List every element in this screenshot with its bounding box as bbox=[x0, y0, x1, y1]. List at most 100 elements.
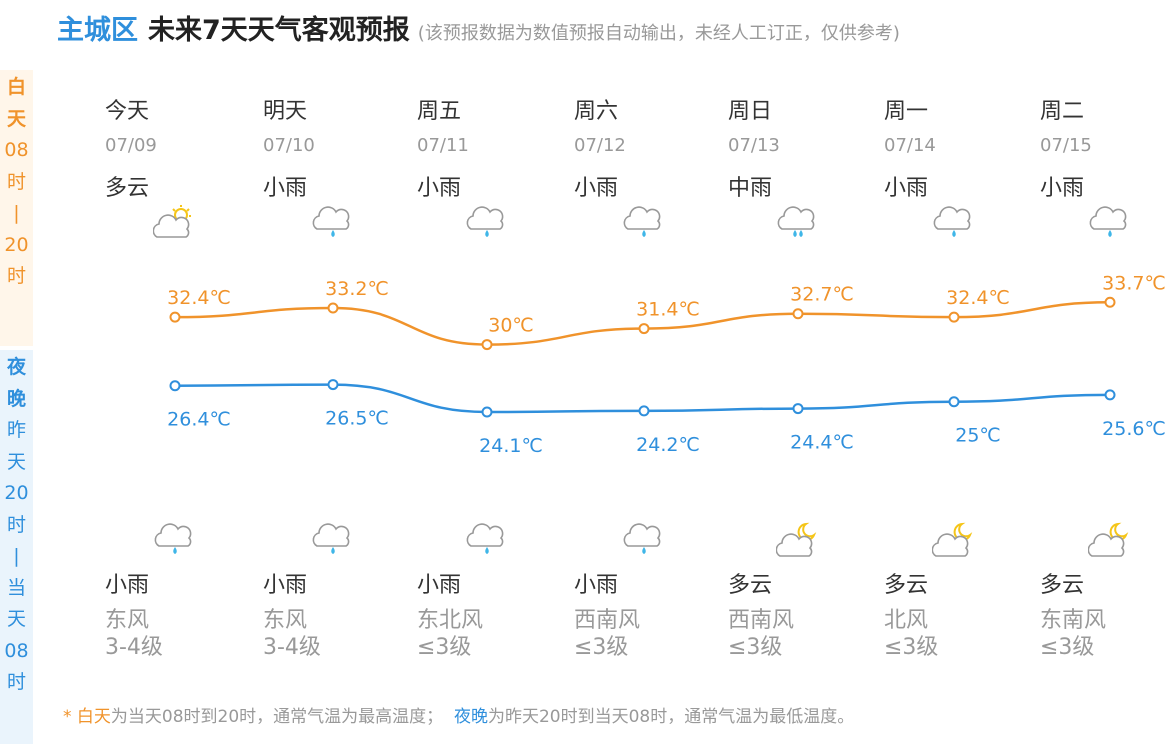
low-temp-label: 25.6℃ bbox=[1102, 418, 1166, 440]
low-temp-point bbox=[327, 379, 339, 391]
day-date: 07/09 bbox=[105, 135, 157, 156]
low-temp-point bbox=[948, 396, 960, 408]
high-temp-point bbox=[792, 308, 804, 320]
day-weekday: 周一 bbox=[884, 99, 929, 124]
high-temp-point bbox=[948, 311, 960, 323]
low-temp-label: 26.5℃ bbox=[325, 408, 389, 430]
light-rain-icon bbox=[263, 203, 403, 243]
light-rain-icon bbox=[417, 520, 557, 560]
day-weather: 小雨 bbox=[1040, 176, 1085, 201]
side-night-char: | bbox=[13, 545, 20, 567]
side-night-char: 20 bbox=[4, 482, 29, 504]
wind-level: ≤3级 bbox=[1040, 635, 1095, 660]
daytime-side-label: 白天 08 时 | 20 时 bbox=[0, 70, 33, 346]
day-date: 07/10 bbox=[263, 135, 315, 156]
wind-info: 东风 3-4级 bbox=[105, 607, 245, 661]
partly-cloudy-moon-icon bbox=[884, 520, 1024, 560]
light-rain-icon bbox=[574, 203, 714, 243]
footer-night-text: 为昨天20时到当天08时，通常气温为最低温度。 bbox=[487, 707, 855, 727]
partly-cloudy-sun-icon bbox=[105, 203, 245, 243]
wind-direction: 西南风 bbox=[574, 608, 641, 633]
side-night-char: 时 bbox=[6, 513, 26, 536]
wind-direction: 东南风 bbox=[1040, 608, 1107, 633]
side-day-char: 20 bbox=[4, 233, 29, 256]
page-title: 未来7天天气客观预报 bbox=[148, 15, 410, 46]
side-day-char: 时 bbox=[6, 265, 26, 287]
wind-level: ≤3级 bbox=[728, 635, 783, 660]
side-day-char: 白 bbox=[6, 76, 26, 98]
district-name: 主城区 bbox=[57, 15, 138, 46]
night-weather: 多云 bbox=[1040, 573, 1085, 598]
high-temp-point bbox=[638, 323, 650, 335]
high-temp-label: 32.4℃ bbox=[946, 287, 1010, 309]
light-rain-icon bbox=[574, 520, 714, 560]
forecast-header: 主城区 未来7天天气客观预报 (该预报数据为数值预报自动输出，未经人工订正，仅供… bbox=[57, 8, 900, 48]
moderate-rain-icon bbox=[728, 203, 868, 243]
day-date: 07/11 bbox=[417, 135, 469, 156]
side-night-char: 时 bbox=[6, 671, 26, 693]
night-weather: 小雨 bbox=[417, 573, 462, 598]
side-day-char: 时 bbox=[6, 170, 26, 193]
day-weather: 多云 bbox=[105, 176, 150, 201]
high-temp-point bbox=[481, 339, 493, 351]
wind-direction: 东风 bbox=[263, 608, 308, 633]
high-temp-point bbox=[1104, 296, 1116, 308]
high-temp-label: 32.7℃ bbox=[790, 284, 854, 306]
wind-info: 东风 3-4级 bbox=[263, 607, 403, 661]
high-temp-label: 32.4℃ bbox=[167, 287, 231, 309]
high-temp-label: 33.2℃ bbox=[325, 278, 389, 300]
day-weekday: 周二 bbox=[1040, 99, 1085, 124]
wind-info: 北风 ≤3级 bbox=[884, 607, 1024, 661]
day-date: 07/15 bbox=[1040, 135, 1092, 156]
side-day-char: | bbox=[13, 202, 20, 224]
low-temp-label: 24.2℃ bbox=[636, 434, 700, 456]
light-rain-icon bbox=[884, 203, 1024, 243]
wind-info: 东北风 ≤3级 bbox=[417, 607, 557, 661]
day-weather: 中雨 bbox=[728, 176, 773, 201]
day-weather: 小雨 bbox=[574, 176, 619, 201]
footer-day-term: 白天 bbox=[76, 707, 111, 727]
high-temp-label: 31.4℃ bbox=[636, 299, 700, 321]
side-night-char: 夜 bbox=[6, 356, 26, 378]
day-weather: 小雨 bbox=[884, 176, 929, 201]
light-rain-icon bbox=[1040, 203, 1174, 243]
low-temp-label: 25℃ bbox=[955, 425, 1001, 447]
day-weekday: 周六 bbox=[574, 99, 619, 124]
wind-info: 西南风 ≤3级 bbox=[574, 607, 714, 661]
light-rain-icon bbox=[417, 203, 557, 243]
side-night-char: 昨 bbox=[6, 419, 26, 441]
side-night-char: 天 bbox=[6, 450, 26, 473]
day-weekday: 今天 bbox=[105, 99, 150, 124]
low-temp-label: 24.1℃ bbox=[479, 435, 543, 457]
day-weekday: 周日 bbox=[728, 99, 773, 124]
footer-star: * bbox=[63, 707, 77, 727]
night-weather: 多云 bbox=[884, 573, 929, 598]
light-rain-icon bbox=[263, 520, 403, 560]
low-temp-point bbox=[169, 380, 181, 392]
low-temp-label: 24.4℃ bbox=[790, 432, 854, 454]
day-weekday: 明天 bbox=[263, 99, 308, 124]
high-temp-point bbox=[327, 302, 339, 314]
high-temp-label: 30℃ bbox=[488, 315, 534, 337]
low-temp-label: 26.4℃ bbox=[167, 409, 231, 431]
day-weekday: 周五 bbox=[417, 99, 462, 124]
footer-night-term: 夜晚 bbox=[453, 707, 488, 727]
disclaimer-note: (该预报数据为数值预报自动输出，未经人工订正，仅供参考) bbox=[417, 23, 900, 44]
side-night-char: 08 bbox=[4, 639, 29, 662]
low-temp-point bbox=[638, 405, 650, 417]
wind-level: 3-4级 bbox=[263, 635, 321, 660]
wind-info: 东南风 ≤3级 bbox=[1040, 607, 1174, 661]
high-temp-point bbox=[169, 311, 181, 323]
wind-direction: 北风 bbox=[884, 608, 929, 633]
low-temp-point bbox=[481, 406, 493, 418]
low-temp-point bbox=[1104, 389, 1116, 401]
wind-info: 西南风 ≤3级 bbox=[728, 607, 868, 661]
day-weather: 小雨 bbox=[417, 176, 462, 201]
side-night-char: 当 bbox=[6, 576, 26, 599]
night-weather: 多云 bbox=[728, 573, 773, 598]
night-weather: 小雨 bbox=[105, 573, 150, 598]
wind-direction: 西南风 bbox=[728, 608, 795, 633]
night-weather: 小雨 bbox=[574, 573, 619, 598]
night-weather: 小雨 bbox=[263, 573, 308, 598]
